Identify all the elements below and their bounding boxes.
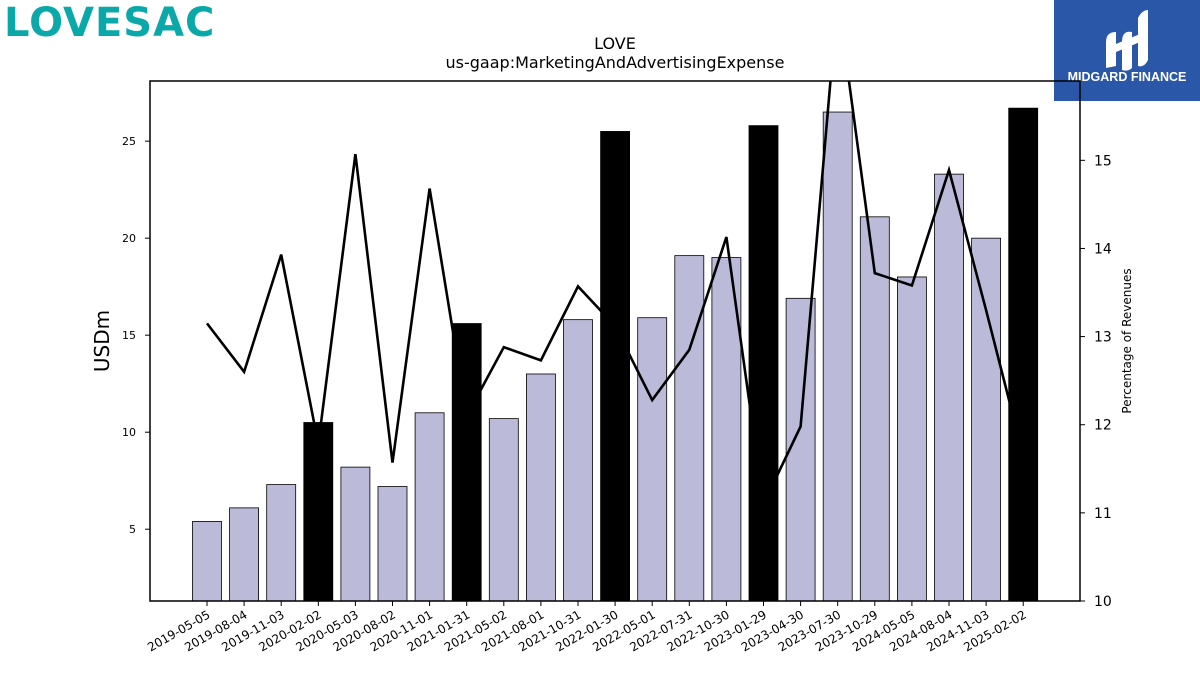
y2-tick-label: 12 [1094, 418, 1112, 434]
y-axis-label: USDm [90, 310, 114, 372]
percentage-line-series [205, 81, 1025, 509]
bar-2022-05-01 [637, 317, 668, 602]
bar-2021-01-31 [451, 323, 482, 602]
bar-2023-07-30 [822, 111, 853, 602]
bar-2022-01-30 [600, 131, 630, 602]
bar-2024-11-03 [971, 237, 1001, 602]
bar-2019-08-04 [229, 507, 260, 602]
y-tick-label: 20 [122, 232, 136, 245]
bar-2025-02-02 [1008, 107, 1039, 602]
bar-2019-11-03 [266, 484, 297, 602]
y2-tick-label: 14 [1094, 241, 1112, 257]
bar-2020-02-02 [303, 422, 334, 602]
y-tick-label: 10 [122, 426, 136, 439]
y-tick-label: 15 [122, 329, 136, 342]
bar-series [192, 107, 1039, 602]
y2-tick-label: 11 [1094, 506, 1112, 522]
bar-2020-05-03 [340, 466, 371, 602]
percentage-line [205, 81, 1025, 509]
bar-2021-10-31 [563, 319, 593, 602]
chart-title: LOVE [594, 34, 636, 53]
bar-2020-08-02 [377, 486, 408, 602]
chart-subtitle: us-gaap:MarketingAndAdvertisingExpense [446, 53, 785, 72]
bar-2023-10-29 [859, 216, 890, 602]
bar-2024-08-04 [934, 173, 964, 602]
partner-name: MIDGARD FINANCE [1068, 70, 1187, 84]
y-tick-label: 5 [129, 523, 136, 536]
y2-tick-label: 13 [1094, 330, 1112, 346]
bar-2022-07-31 [674, 255, 705, 602]
midgard-finance-badge: MIDGARD FINANCE [1054, 0, 1200, 101]
y-tick-label: 25 [122, 135, 136, 148]
y2-axis-label: Percentage of Revenues [1120, 268, 1134, 413]
bar-2023-04-30 [785, 297, 816, 602]
bar-2021-05-02 [488, 418, 519, 602]
bar-2023-01-29 [748, 125, 779, 602]
y2-tick-label: 10 [1094, 594, 1112, 610]
lovesac-logo: LOVESAC [4, 0, 216, 46]
midgard-logo-icon: MIDGARD FINANCE [1068, 10, 1187, 84]
bar-2024-05-05 [897, 276, 927, 602]
y2-tick-label: 15 [1094, 153, 1112, 169]
bar-2019-05-05 [192, 521, 222, 602]
bar-2020-11-01 [414, 412, 445, 602]
bar-2021-08-01 [526, 373, 556, 602]
